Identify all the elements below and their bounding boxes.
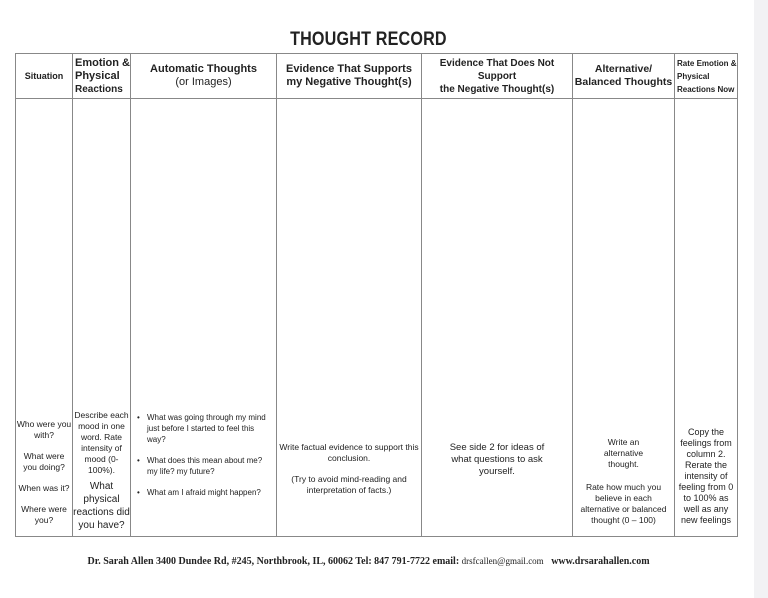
header-automatic-thoughts: Automatic Thoughts (or Images) <box>130 53 277 99</box>
header-alternative: Alternative/Balanced Thoughts <box>572 53 675 99</box>
footer-contact: Dr. Sarah Allen 3400 Dundee Rd, #245, No… <box>87 556 650 567</box>
cell-automatic-thoughts[interactable]: What was going through my mind just befo… <box>130 98 277 537</box>
header-situation: Situation <box>15 53 73 99</box>
header-evidence-supports: Evidence That Supports my Negative Though… <box>276 53 422 99</box>
page-title: THOUGHT RECORD <box>290 29 447 50</box>
cell-evidence-supports[interactable]: Write factual evidence to support this c… <box>276 98 422 537</box>
header-rate-now: Rate Emotion & Physical Reactions Now <box>674 53 738 99</box>
cell-evidence-not-support[interactable]: See side 2 for ideas of what questions t… <box>421 98 573 537</box>
cell-rate-now[interactable]: Copy the feelings from column 2. Rerate … <box>674 98 738 537</box>
cell-alternative[interactable]: Write an alternative thought. Rate how mu… <box>572 98 675 537</box>
header-evidence-not-support: Evidence That Does Not Support the Negati… <box>421 53 573 99</box>
thought-record-table: Situation Emotion & Physical Reactions Aut… <box>15 53 738 537</box>
cell-situation[interactable]: Who were you with? What were you doing? Wh… <box>15 98 73 537</box>
cell-emotion[interactable]: Describe each mood in one word. Rate int… <box>72 98 131 537</box>
page-edge <box>754 0 768 598</box>
header-emotion: Emotion & Physical Reactions <box>72 53 131 99</box>
